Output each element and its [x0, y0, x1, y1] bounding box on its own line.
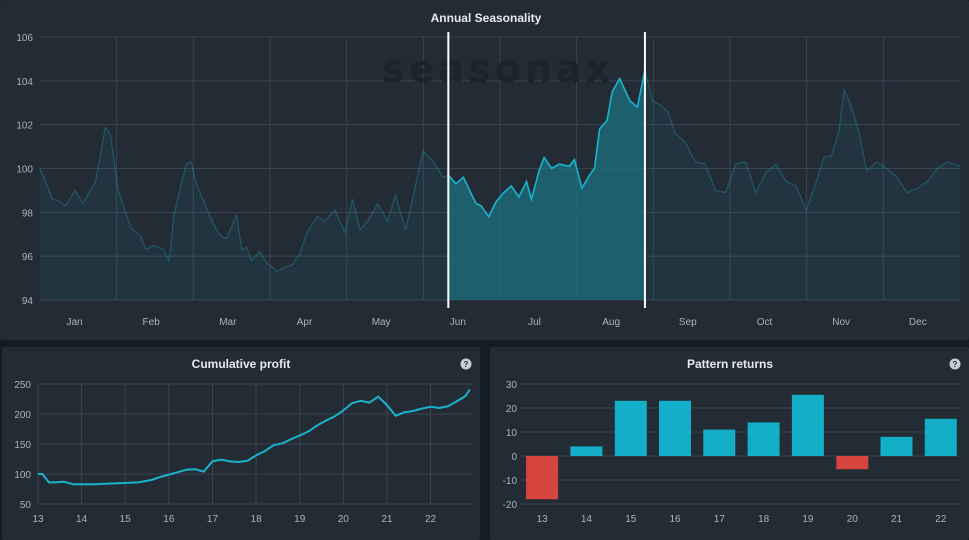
x-tick-label: Aug: [602, 317, 620, 328]
x-tick-label: 19: [802, 514, 814, 525]
highlight-series-line: [448, 69, 645, 219]
x-tick-label: 20: [338, 514, 350, 525]
x-tick-label: 21: [891, 514, 903, 525]
x-tick-label: 13: [32, 514, 44, 525]
y-tick-label: 20: [506, 404, 518, 415]
cumulative-profit-panel: Cumulative profit? 50 100 150 200 250 13 14 15 16…: [2, 347, 480, 540]
annual-seasonality-panel: Annual Seasonality 94 96 98 100 102 104 106 Jan F…: [0, 0, 969, 340]
x-tick-label: May: [372, 317, 391, 328]
y-tick-label: 104: [16, 77, 33, 88]
help-icon[interactable]: ?: [949, 358, 961, 370]
y-tick-label: 96: [22, 252, 34, 263]
svg-text:?[interactable]: ?: [464, 360, 469, 369]
x-tick-label: Feb: [143, 317, 161, 328]
x-tick-label: 17: [207, 514, 219, 525]
x-tick-label: Jan: [66, 317, 82, 328]
x-tick-label: 19: [294, 514, 306, 525]
y-tick-label: 250: [14, 380, 31, 391]
y-tick-label: 98: [22, 208, 34, 219]
chart-title: Cumulative profit: [192, 357, 291, 371]
y-tick-label: 94: [22, 296, 34, 307]
y-tick-label: 100: [14, 470, 31, 481]
x-tick-label: Nov: [832, 317, 850, 328]
help-icon[interactable]: ?: [460, 358, 472, 370]
x-tick-label: Apr: [297, 317, 313, 328]
x-tick-label: 22: [425, 514, 437, 525]
x-tick-label: 15: [625, 514, 637, 525]
y-tick-label: 50: [20, 500, 32, 511]
x-tick-label: Sep: [679, 317, 697, 328]
bar-13[interactable]: [526, 456, 559, 500]
x-tick-label: 18: [251, 514, 263, 525]
y-tick-label: 150: [14, 440, 31, 451]
x-tick-label: 20: [847, 514, 859, 525]
pattern-returns-chart[interactable]: Pattern returns ? -20 -10 0 10 20 30 13 14 15 16 17 1…: [490, 347, 969, 540]
x-tick-label: 17: [714, 514, 726, 525]
y-tick-label: 30: [506, 380, 518, 391]
cumulative-profit-chart[interactable]: Cumulative profit ? 50 100 150 200 250 13 14 15 16…: [2, 347, 480, 540]
bar-21[interactable]: [880, 436, 913, 456]
y-tick-label: -10: [503, 476, 518, 487]
x-tick-label: Mar: [219, 317, 237, 328]
bar-22[interactable]: [924, 418, 957, 456]
bar-17[interactable]: [703, 429, 736, 456]
y-tick-label: 106: [16, 33, 33, 44]
y-tick-label: 0: [511, 452, 517, 463]
x-tick-label: 18: [758, 514, 770, 525]
x-tick-label: 14: [581, 514, 593, 525]
x-tick-label: Dec: [909, 317, 927, 328]
x-tick-label: 16: [163, 514, 175, 525]
bar-19[interactable]: [791, 394, 824, 456]
bar-16[interactable]: [659, 400, 691, 456]
bar-14[interactable]: [570, 446, 603, 456]
y-tick-label: 100: [16, 165, 33, 176]
x-tick-label: Jun: [450, 317, 466, 328]
bar-20[interactable]: [836, 456, 869, 470]
chart-title: Pattern returns: [687, 357, 773, 371]
x-tick-label: Oct: [757, 317, 773, 328]
x-tick-label: 14: [76, 514, 88, 525]
bar-18[interactable]: [747, 422, 780, 456]
svg-text:?[interactable]: ?: [953, 360, 958, 369]
y-tick-label: -20: [503, 500, 518, 511]
x-tick-label: 15: [120, 514, 132, 525]
y-tick-label: 102: [16, 121, 33, 132]
watermark-logo: seasonax: [382, 47, 614, 91]
y-tick-label: 10: [506, 428, 518, 439]
x-tick-label: Jul: [528, 317, 541, 328]
y-tick-label: 200: [14, 410, 31, 421]
highlight-area: [448, 69, 645, 300]
x-tick-label: 21: [381, 514, 393, 525]
series-area: [40, 69, 960, 301]
x-tick-label: 16: [669, 514, 681, 525]
chart-title: Annual Seasonality: [431, 11, 542, 25]
annual-seasonality-chart[interactable]: Annual Seasonality 94 96 98 100 102 104 106 Jan F…: [0, 0, 969, 340]
x-tick-label: 22: [935, 514, 947, 525]
bar-15[interactable]: [614, 400, 647, 456]
pattern-returns-panel: Pattern returns? -20 -10 0 10 20 30 13 14 15 16 17 1…: [490, 347, 969, 540]
x-tick-label: 13: [537, 514, 549, 525]
profit-line: [38, 388, 471, 486]
